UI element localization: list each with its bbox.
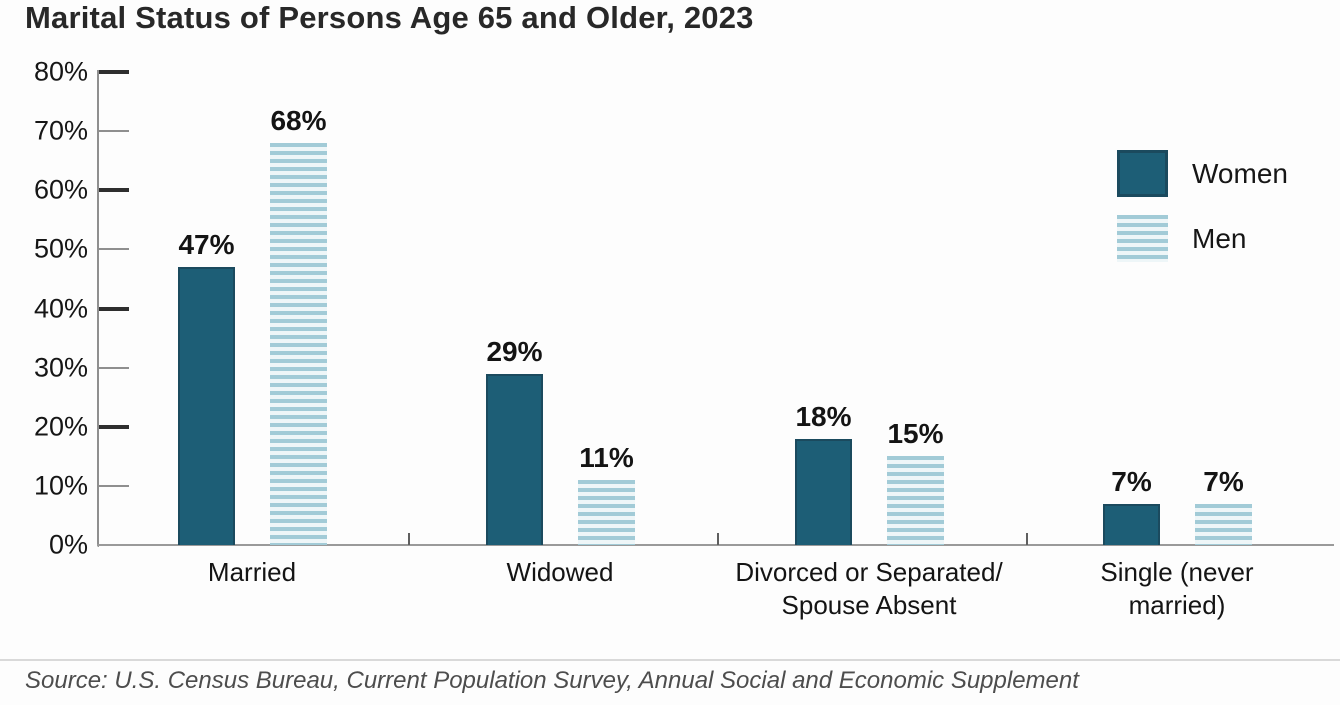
y-axis-label-80: 80% [33,56,88,87]
y-axis-tick-20 [99,424,129,429]
value-label-men-1: 68% [270,105,327,136]
y-axis-tick-30 [99,366,129,369]
bar-men-4 [1195,504,1252,545]
x-axis-tick-1 [408,533,410,545]
y-axis-label-70: 70% [33,115,88,146]
x-axis-tick-2 [717,533,719,545]
y-axis-tick-60 [99,188,129,193]
category-label-1: Married [207,557,297,587]
value-label-women-1: 47% [178,229,235,260]
y-axis-label-40: 40% [33,293,88,323]
y-axis-label-0: 0% [48,529,88,560]
x-axis-tick-3 [1026,533,1028,545]
value-label-men-2: 11% [579,442,634,473]
value-label-men-3: 15% [887,418,944,449]
legend-swatch-women [1117,150,1168,197]
bar-women-2 [486,374,543,545]
source-note: Source: U.S. Census Bureau, Current Popu… [25,667,1079,694]
bar-women-4 [1103,504,1160,545]
y-axis-tick-40 [99,306,129,311]
legend-label-women: Women [1192,158,1288,189]
x-axis-line [97,544,1334,546]
bar-men-2 [578,480,635,545]
y-axis-label-30: 30% [33,352,88,383]
value-label-men-4: 7% [1203,466,1244,497]
y-axis-label-10: 10% [33,470,88,501]
value-label-women-3: 18% [795,401,852,432]
bar-women-3 [795,439,852,545]
y-axis-tick-50 [99,248,129,251]
y-axis-tick-70 [99,130,129,133]
bar-women-1 [178,267,235,545]
footer-divider [0,659,1340,661]
y-axis-tick-80 [99,70,129,74]
y-axis-label-50: 50% [33,233,88,264]
y-axis-label-20: 20% [33,411,88,442]
legend-swatch-men [1117,215,1168,262]
category-label-4: Single (never married) [1100,557,1254,620]
bar-men-1 [270,143,327,545]
y-axis-line [97,70,99,547]
chart-title: Marital Status of Persons Age 65 and Old… [25,0,754,35]
category-label-2: Widowed [506,557,614,587]
y-axis-tick-10 [99,484,129,487]
legend-label-men: Men [1192,223,1247,254]
category-label-3: Divorced or Separated/ Spouse Absent [735,557,1003,620]
value-label-women-4: 7% [1111,466,1152,497]
bar-men-3 [887,456,944,545]
y-axis-label-60: 60% [33,174,88,205]
value-label-women-2: 29% [486,336,543,367]
